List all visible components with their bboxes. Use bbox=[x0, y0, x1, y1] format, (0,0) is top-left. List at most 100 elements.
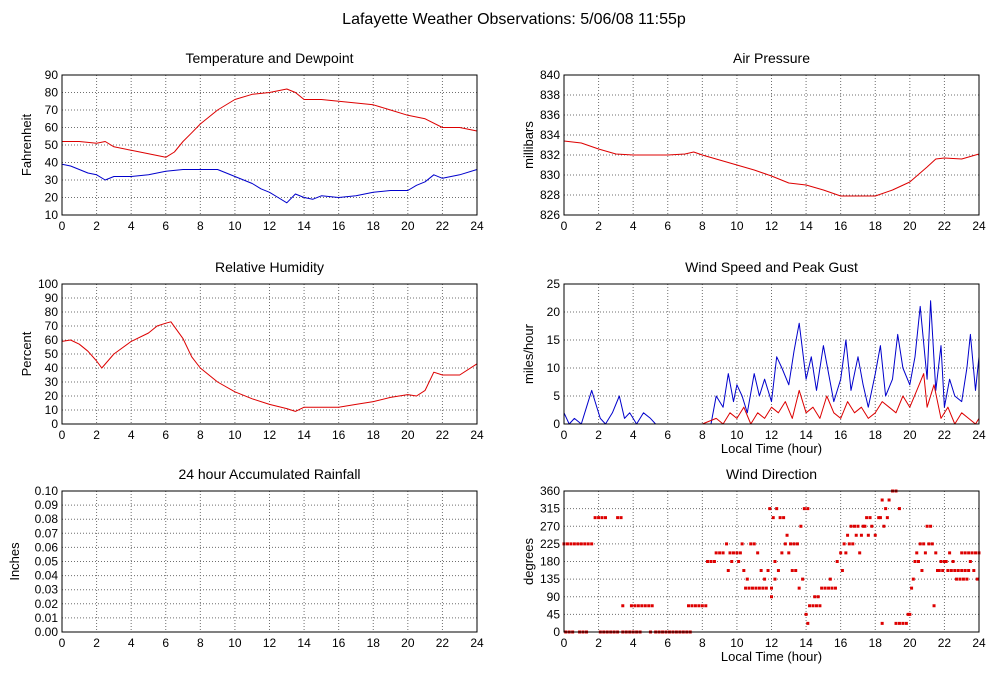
dir-point bbox=[790, 569, 794, 573]
dir-point bbox=[763, 577, 767, 581]
temp-y-tick-label: 40 bbox=[45, 156, 59, 170]
rain-y-tick-label: 0.07 bbox=[35, 526, 59, 540]
dir-point bbox=[792, 542, 796, 546]
press-x-tick-label: 6 bbox=[664, 219, 671, 233]
rh-x-tick-label: 0 bbox=[59, 428, 66, 442]
rain-title: 24 hour Accumulated Rainfall bbox=[178, 466, 360, 482]
dir-x-tick-label: 22 bbox=[938, 636, 952, 650]
wind-x-tick-label: 6 bbox=[664, 428, 671, 442]
rain-y-tick-label: 0.10 bbox=[35, 484, 59, 498]
dir-point bbox=[633, 604, 637, 608]
dir-point bbox=[740, 542, 744, 546]
rain-x-tick-label: 22 bbox=[436, 636, 450, 650]
press-x-tick-label: 12 bbox=[765, 219, 779, 233]
rain-x-tick-label: 6 bbox=[162, 636, 169, 650]
wind-x-tick-label: 10 bbox=[730, 428, 744, 442]
wind-x-axis-label: Local Time (hour) bbox=[721, 441, 822, 456]
rain-y-tick-label: 0.00 bbox=[35, 625, 59, 639]
dir-point bbox=[827, 586, 831, 590]
dir-point bbox=[887, 498, 891, 502]
temp-y-tick-label: 90 bbox=[45, 68, 59, 82]
dir-y-tick-label: 315 bbox=[540, 502, 560, 516]
dir-point bbox=[756, 551, 760, 555]
dir-point bbox=[866, 533, 870, 537]
dir-point bbox=[937, 569, 941, 573]
press-y-tick-label: 836 bbox=[540, 108, 560, 122]
dir-point bbox=[780, 551, 784, 555]
dir-point bbox=[936, 569, 939, 573]
dir-point bbox=[908, 612, 912, 616]
dir-point bbox=[583, 542, 587, 546]
wind-x-tick-label: 12 bbox=[765, 428, 779, 442]
dir-x-tick-label: 10 bbox=[730, 636, 744, 650]
dir-point bbox=[870, 524, 874, 528]
dir-point bbox=[731, 551, 735, 555]
wind-x-tick-label: 4 bbox=[630, 428, 637, 442]
press-x-tick-label: 4 bbox=[630, 219, 637, 233]
dir-point bbox=[725, 542, 729, 546]
dir-point bbox=[693, 604, 697, 608]
dir-point bbox=[916, 560, 920, 563]
rh-x-tick-label: 12 bbox=[263, 428, 277, 442]
press-x-tick-label: 24 bbox=[972, 219, 986, 233]
dir-point bbox=[823, 586, 827, 590]
rain-x-tick-label: 0 bbox=[59, 636, 66, 650]
dir-point bbox=[806, 621, 810, 625]
rain-y-axis-label: Inches bbox=[7, 542, 22, 581]
dir-point bbox=[744, 586, 748, 590]
rh-x-tick-label: 6 bbox=[162, 428, 169, 442]
dir-point bbox=[773, 560, 777, 563]
rain-y-tick-label: 0.05 bbox=[35, 555, 59, 569]
wind-title: Wind Speed and Peak Gust bbox=[685, 259, 858, 275]
rain-x-tick-label: 16 bbox=[332, 636, 346, 650]
rh-y-tick-label: 70 bbox=[45, 319, 59, 333]
dir-point bbox=[590, 542, 594, 546]
dir-point bbox=[840, 569, 844, 573]
dir-point bbox=[782, 516, 786, 520]
dir-y-tick-label: 135 bbox=[540, 572, 560, 586]
rh-y-tick-label: 10 bbox=[45, 403, 59, 417]
dir-point bbox=[586, 542, 590, 546]
dir-point bbox=[915, 551, 919, 555]
dir-point bbox=[955, 577, 959, 581]
dir-point bbox=[965, 577, 969, 581]
dir-point bbox=[833, 586, 837, 590]
wind-y-tick-label: 15 bbox=[547, 333, 561, 347]
dir-point bbox=[745, 577, 749, 581]
rh-y-tick-label: 60 bbox=[45, 333, 59, 347]
dir-y-tick-label: 270 bbox=[540, 519, 560, 533]
press-y-tick-label: 840 bbox=[540, 68, 560, 82]
rh-x-tick-label: 2 bbox=[93, 428, 100, 442]
temp-x-tick-label: 12 bbox=[263, 219, 277, 233]
wind-plot-frame bbox=[563, 283, 980, 425]
dir-point bbox=[820, 586, 824, 590]
dir-x-tick-label: 6 bbox=[664, 636, 671, 650]
dir-point bbox=[972, 569, 976, 573]
dir-point bbox=[775, 507, 779, 511]
dir-point bbox=[808, 604, 812, 608]
dir-point bbox=[778, 516, 782, 520]
dir-point bbox=[700, 604, 704, 608]
rain-y-tick-label: 0.06 bbox=[35, 540, 59, 554]
temp-y-tick-label: 60 bbox=[45, 121, 59, 135]
dir-point bbox=[910, 586, 914, 590]
dir-point bbox=[576, 542, 580, 546]
dir-point bbox=[830, 586, 834, 590]
press-y-tick-label: 826 bbox=[540, 208, 560, 222]
rh-title: Relative Humidity bbox=[215, 259, 324, 275]
wind-x-tick-label: 0 bbox=[561, 428, 568, 442]
dir-point bbox=[901, 621, 905, 625]
dir-point bbox=[579, 542, 583, 546]
temp-y-axis-label: Fahrenheit bbox=[19, 114, 34, 177]
dir-point bbox=[865, 516, 869, 520]
press-x-tick-label: 10 bbox=[730, 219, 744, 233]
dir-point bbox=[804, 612, 808, 616]
dir-point bbox=[759, 569, 763, 573]
dir-point bbox=[951, 560, 955, 563]
dir-point bbox=[868, 516, 872, 520]
temp-x-tick-label: 22 bbox=[436, 219, 450, 233]
press-x-tick-label: 14 bbox=[799, 219, 813, 233]
dir-point bbox=[877, 516, 881, 520]
